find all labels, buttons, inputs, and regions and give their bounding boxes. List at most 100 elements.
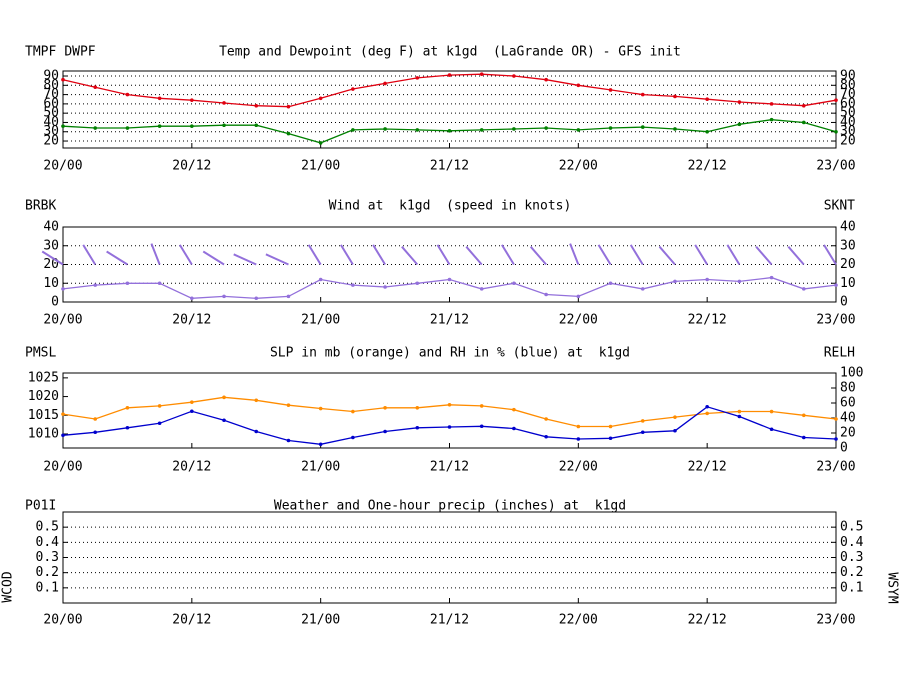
data-point (93, 417, 98, 421)
data-point (254, 103, 259, 108)
y-tick-label: 20 (43, 257, 59, 272)
y2-tick-label: 80 (840, 78, 856, 93)
x-tick-label: 22/00 (559, 460, 598, 475)
data-point (286, 403, 291, 407)
legend-label: BRBK (25, 199, 56, 214)
x-tick-label: 22/00 (559, 613, 598, 628)
data-point (640, 287, 645, 291)
y-tick-label: 0.3 (36, 550, 59, 565)
data-point (125, 405, 130, 410)
data-point (351, 283, 355, 287)
y2-tick-label: 0.3 (840, 550, 863, 565)
data-point (544, 434, 548, 439)
data-point (447, 425, 452, 429)
y2-tick-label: 80 (840, 381, 856, 396)
data-point (351, 87, 355, 91)
data-point (769, 102, 774, 106)
data-point (351, 409, 355, 414)
data-point (834, 437, 838, 441)
x-tick-label: 22/12 (688, 460, 727, 475)
panel-title: SLP in mb (orange) and RH in % (blue) at… (270, 346, 630, 361)
data-point (383, 81, 387, 86)
data-point (512, 407, 516, 412)
panel-title: Weather and One-hour precip (inches) at … (274, 499, 626, 514)
data-point (286, 104, 291, 109)
data-point (383, 429, 387, 434)
wind-barb (755, 246, 773, 266)
data-point (190, 296, 194, 301)
data-point (801, 413, 806, 418)
data-point (157, 281, 162, 286)
data-point (705, 404, 709, 409)
y-tick-label: 40 (43, 115, 59, 130)
wind-barb (569, 243, 580, 265)
data-point (190, 409, 194, 414)
data-point (61, 287, 65, 291)
data-point (479, 72, 484, 76)
y-tick-label: 0.5 (36, 520, 59, 535)
data-point (608, 88, 613, 92)
data-point (640, 430, 645, 435)
data-point (125, 126, 130, 130)
x-tick-label: 20/12 (172, 613, 211, 628)
wind-barb (340, 244, 354, 266)
data-point (415, 281, 420, 286)
y2-tick-label: 60 (840, 96, 856, 111)
data-point (512, 127, 516, 131)
y2-tick-label: 0 (840, 441, 848, 456)
wind-barb (465, 246, 483, 266)
wind-barb (178, 244, 193, 266)
y-tick-label: 1015 (28, 408, 59, 423)
y2-tick-label: 0.1 (840, 580, 863, 595)
data-point (61, 77, 65, 82)
data-point (415, 76, 420, 80)
data-point (737, 100, 742, 104)
wind-barb (307, 244, 322, 266)
data-point (351, 128, 355, 132)
data-point (125, 92, 130, 97)
data-point (769, 117, 774, 122)
data-point (61, 124, 65, 128)
x-tick-label: 23/00 (816, 613, 855, 628)
data-point (157, 404, 162, 408)
y2-tick-label: 20 (840, 134, 856, 149)
x-tick-label: 20/12 (172, 313, 211, 328)
data-point (286, 131, 291, 136)
data-point (479, 404, 484, 408)
data-point (705, 411, 709, 416)
x-tick-label: 21/00 (301, 313, 340, 328)
x-tick-label: 23/00 (816, 313, 855, 328)
panel-title: Wind at k1gd (speed in knots) (329, 199, 572, 214)
y2-tick-label: 40 (840, 411, 856, 426)
data-point (801, 435, 806, 440)
x-tick-label: 21/12 (430, 460, 469, 475)
data-point (737, 409, 742, 414)
legend-label: P01I (25, 499, 56, 514)
data-point (93, 85, 98, 89)
wind-barb (726, 244, 741, 266)
y-tick-label: 20 (43, 134, 59, 149)
data-point (222, 123, 226, 128)
wind-barb (401, 246, 419, 266)
y-tick-label: 1025 (28, 370, 59, 385)
data-point (673, 428, 677, 433)
y2-tick-label: 70 (840, 87, 856, 102)
data-point (447, 129, 452, 133)
series-line (62, 396, 837, 428)
y-tick-label: 1010 (28, 426, 59, 441)
data-point (447, 402, 452, 407)
data-point (222, 294, 226, 299)
data-point (801, 120, 806, 125)
data-point (673, 94, 677, 99)
y2-tick-label: 50 (840, 106, 856, 121)
data-point (834, 129, 838, 134)
data-point (254, 296, 259, 301)
y2-tick-label: 30 (840, 124, 856, 139)
wind-barb (529, 246, 547, 266)
data-point (447, 73, 452, 77)
data-point (383, 127, 387, 131)
data-point (222, 418, 226, 423)
data-point (834, 283, 838, 287)
data-point (608, 424, 613, 429)
data-point (93, 126, 98, 130)
